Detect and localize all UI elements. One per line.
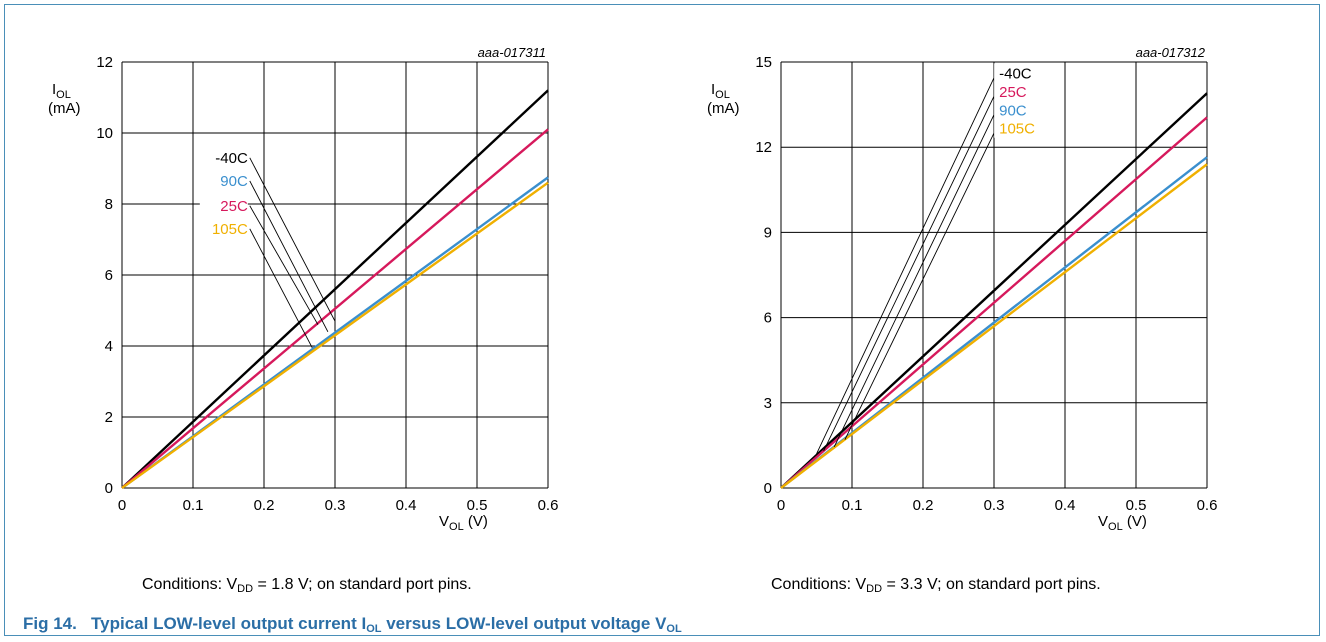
series-label-105C: 105C <box>999 121 1035 138</box>
label-background <box>994 118 1043 138</box>
label-leader-line <box>249 228 313 348</box>
x-tick-label: 0.3 <box>325 497 346 514</box>
y-tick-label: 3 <box>764 395 772 412</box>
conditions-left: Conditions: VDD = 1.8 V; on standard por… <box>142 576 472 595</box>
x-axis-label: VOL (V) <box>439 513 488 533</box>
chart-right: 0 0.1 0.2 0.3 0.4 0.5 0.6 0 3 6 9 12 15 aaa-017312 IOL… <box>707 45 1218 533</box>
y-axis-label: IOL <box>52 81 71 101</box>
x-axis-label: VOL (V) <box>1098 513 1147 533</box>
y-tick-label: 8 <box>105 196 113 213</box>
y-axis-unit: (mA) <box>707 100 740 117</box>
y-axis-label: IOL <box>711 81 730 101</box>
label-background <box>199 147 248 167</box>
series-label-25C: 25C <box>220 198 248 215</box>
y-tick-label: 0 <box>764 480 772 497</box>
x-tick-label: 0.5 <box>1126 497 1147 514</box>
x-tick-label: 0.3 <box>984 497 1005 514</box>
x-tick-label: 0.4 <box>396 497 417 514</box>
x-tick-label: 0 <box>777 497 785 514</box>
series-line-105C <box>780 163 1208 489</box>
caption-prefix: Fig 14. <box>23 614 77 633</box>
y-tick-label: 4 <box>105 338 113 355</box>
y-tick-label: 2 <box>105 409 113 426</box>
series-label--40C: -40C <box>999 65 1032 82</box>
x-tick-label: 0.1 <box>842 497 863 514</box>
x-tick-label: 0.2 <box>913 497 934 514</box>
x-tick-label: 0.1 <box>183 497 204 514</box>
caption-text: Typical LOW-level output current IOL ver… <box>91 614 682 635</box>
label-background <box>994 63 1043 83</box>
y-tick-label: 6 <box>764 310 772 327</box>
figure-id-label: aaa-017311 <box>478 45 546 60</box>
label-background <box>994 100 1043 120</box>
series-label-25C: 25C <box>999 84 1027 101</box>
series-line-25C <box>780 116 1208 489</box>
y-tick-label: 9 <box>764 224 772 241</box>
figure-frame: 0 0.1 0.2 0.3 0.4 0.5 0.6 0 2 4 6 8 10 12 aaa-017311 IO… <box>4 4 1320 636</box>
series-label-90C: 90C <box>999 102 1027 119</box>
y-tick-label: 0 <box>105 480 113 497</box>
series-label-90C: 90C <box>220 173 248 190</box>
x-tick-label: 0.5 <box>467 497 488 514</box>
series-label-105C: 105C <box>212 221 248 238</box>
x-tick-label: 0.4 <box>1055 497 1076 514</box>
label-leader-line <box>844 128 997 440</box>
y-tick-label: 10 <box>96 125 113 142</box>
series-line--40C <box>780 92 1208 489</box>
series-line-105C <box>121 181 549 489</box>
series-line-25C <box>121 128 549 489</box>
y-tick-label: 12 <box>96 54 113 71</box>
label-background <box>994 81 1043 101</box>
x-tick-label: 0 <box>118 497 126 514</box>
label-background <box>199 170 248 190</box>
y-tick-label: 15 <box>755 54 772 71</box>
x-tick-label: 0.6 <box>1197 497 1218 514</box>
figure-caption: Fig 14. Typical LOW-level output current… <box>23 614 682 635</box>
series-label--40C: -40C <box>215 150 248 167</box>
label-leader-line <box>249 205 319 325</box>
chart-left: 0 0.1 0.2 0.3 0.4 0.5 0.6 0 2 4 6 8 10 12 aaa-017311 IO… <box>48 45 559 533</box>
figure-id-label: aaa-017312 <box>1136 45 1206 60</box>
label-background <box>199 195 248 215</box>
label-leader-line <box>823 91 997 452</box>
label-background <box>199 218 248 238</box>
x-tick-label: 0.2 <box>254 497 275 514</box>
label-leader-line <box>249 180 329 333</box>
y-axis-unit: (mA) <box>48 100 81 117</box>
conditions-right: Conditions: VDD = 3.3 V; on standard por… <box>771 576 1101 595</box>
label-leader-line <box>249 157 336 322</box>
y-tick-label: 6 <box>105 267 113 284</box>
label-leader-line <box>833 110 997 448</box>
y-tick-label: 12 <box>755 139 772 156</box>
series-line--40C <box>121 89 549 489</box>
x-tick-label: 0.6 <box>538 497 559 514</box>
label-leader-line <box>816 73 997 455</box>
